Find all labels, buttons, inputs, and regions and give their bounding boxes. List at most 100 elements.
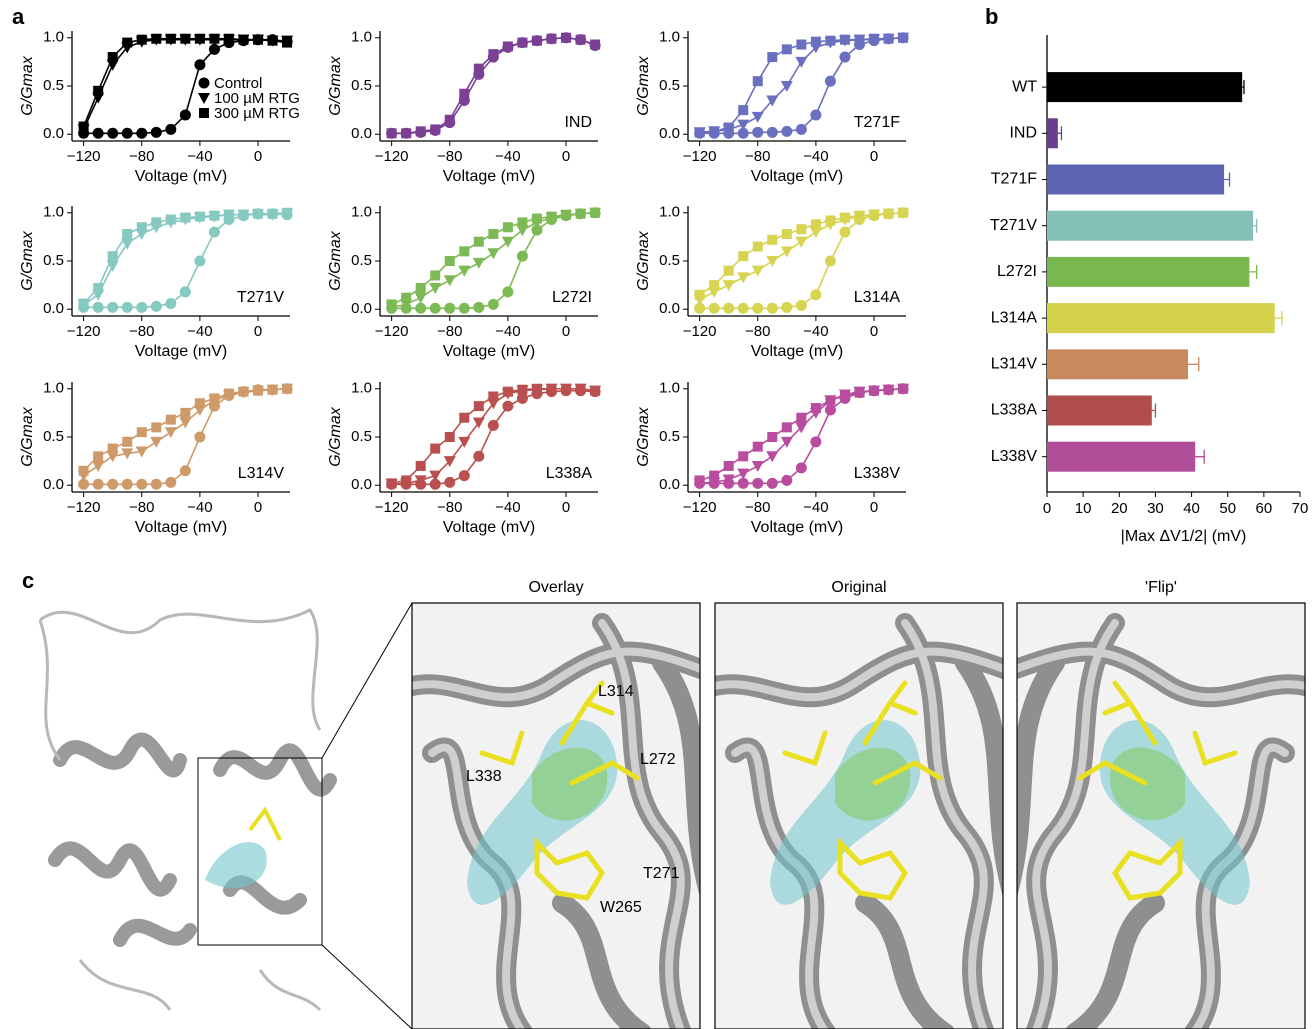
x-tick-label: 0 bbox=[1043, 500, 1051, 517]
x-tick-label: −40 bbox=[803, 499, 828, 516]
bar bbox=[1047, 118, 1058, 149]
marker bbox=[92, 127, 104, 139]
marker bbox=[766, 95, 779, 107]
marker bbox=[267, 35, 278, 46]
marker bbox=[164, 427, 177, 439]
marker bbox=[165, 476, 177, 488]
marker bbox=[165, 214, 176, 225]
marker bbox=[429, 470, 442, 482]
marker bbox=[751, 265, 764, 277]
x-tick-label: −40 bbox=[495, 323, 520, 340]
residue-label: L314 bbox=[598, 683, 634, 700]
view-title: Overlay bbox=[528, 579, 583, 596]
marker bbox=[458, 436, 471, 448]
marker bbox=[165, 297, 177, 309]
error-bar bbox=[1195, 449, 1205, 464]
category-label: T271V bbox=[990, 217, 1037, 234]
marker bbox=[737, 477, 749, 489]
marker bbox=[810, 289, 822, 301]
y-tick-label: 1.0 bbox=[43, 204, 64, 221]
panel-label: c bbox=[22, 568, 34, 593]
marker bbox=[401, 475, 412, 486]
marker bbox=[209, 393, 220, 404]
x-tick-label: −120 bbox=[67, 499, 101, 516]
marker bbox=[107, 127, 119, 139]
marker bbox=[590, 385, 601, 396]
marker bbox=[795, 462, 807, 474]
error-bar bbox=[1274, 311, 1283, 326]
y-axis-label: G/Gmax bbox=[19, 55, 36, 116]
marker bbox=[824, 404, 836, 416]
marker bbox=[810, 436, 822, 448]
x-tick-label: −40 bbox=[187, 499, 212, 516]
y-tick-label: 1.0 bbox=[351, 204, 372, 221]
marker bbox=[78, 298, 89, 309]
marker bbox=[795, 56, 808, 68]
view-frame bbox=[714, 602, 1004, 1029]
marker bbox=[136, 34, 147, 45]
marker bbox=[517, 37, 528, 48]
x-tick-label: −120 bbox=[375, 499, 409, 516]
marker bbox=[121, 478, 133, 490]
x-tick-label: −120 bbox=[683, 499, 717, 516]
y-tick-label: 0.5 bbox=[659, 428, 680, 445]
y-tick-label: 0.5 bbox=[659, 77, 680, 94]
marker bbox=[194, 398, 205, 409]
marker bbox=[223, 388, 234, 399]
bar bbox=[1047, 164, 1225, 195]
marker bbox=[223, 33, 234, 44]
x-axis-label: Voltage (mV) bbox=[135, 343, 227, 360]
marker bbox=[107, 52, 118, 63]
marker bbox=[737, 468, 750, 480]
y-tick-label: 0.0 bbox=[351, 476, 372, 493]
marker bbox=[253, 34, 264, 45]
marker bbox=[488, 391, 499, 402]
marker bbox=[502, 400, 514, 412]
marker bbox=[473, 401, 484, 412]
structure-image bbox=[695, 603, 1015, 1029]
x-tick-label: 0 bbox=[562, 323, 570, 340]
marker bbox=[546, 383, 557, 394]
x-tick-label: −40 bbox=[187, 148, 212, 165]
marker bbox=[561, 209, 572, 220]
marker bbox=[444, 476, 456, 488]
marker bbox=[443, 456, 456, 468]
bar bbox=[1047, 256, 1250, 287]
marker bbox=[165, 33, 176, 44]
marker bbox=[473, 63, 484, 74]
marker bbox=[238, 386, 249, 397]
marker bbox=[150, 436, 163, 448]
marker bbox=[767, 432, 778, 442]
marker bbox=[694, 302, 706, 314]
marker bbox=[723, 122, 734, 133]
panel-tag: IND bbox=[564, 114, 592, 131]
category-label: L272I bbox=[997, 263, 1037, 280]
panel-tag: L314V bbox=[238, 465, 285, 482]
marker bbox=[209, 33, 220, 44]
legend-label: Control bbox=[214, 75, 262, 92]
marker bbox=[194, 59, 206, 71]
marker bbox=[694, 127, 705, 138]
marker bbox=[752, 241, 763, 252]
marker bbox=[444, 114, 455, 125]
marker bbox=[92, 478, 104, 490]
marker bbox=[107, 443, 118, 454]
marker bbox=[92, 460, 105, 472]
marker bbox=[752, 441, 763, 452]
marker bbox=[179, 465, 191, 477]
marker bbox=[415, 283, 426, 294]
marker bbox=[502, 386, 513, 397]
x-tick-label: 0 bbox=[870, 323, 878, 340]
marker bbox=[472, 257, 485, 269]
marker bbox=[898, 383, 909, 394]
marker bbox=[430, 443, 441, 454]
y-tick-label: 0.5 bbox=[351, 252, 372, 269]
marker bbox=[810, 36, 821, 47]
marker bbox=[516, 225, 529, 237]
x-tick-label: 50 bbox=[1219, 500, 1236, 517]
marker bbox=[796, 224, 807, 235]
marker bbox=[199, 108, 209, 118]
marker bbox=[107, 301, 119, 313]
marker bbox=[194, 255, 206, 267]
